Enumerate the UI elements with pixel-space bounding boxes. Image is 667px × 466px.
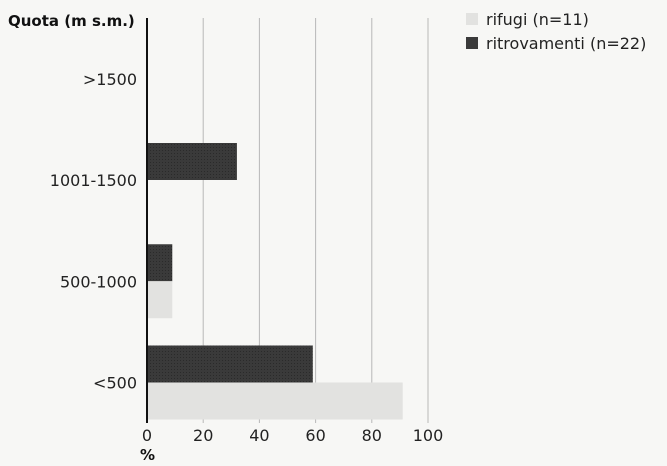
legend-label: rifugi (n=11) (486, 10, 589, 29)
x-axis-title: % (140, 446, 155, 464)
legend-swatch (466, 13, 478, 25)
category-labels: >1500 1001-1500 500-1000 <500 (50, 70, 137, 393)
bars (148, 143, 403, 420)
category-label: >1500 (83, 70, 137, 89)
category-label: <500 (93, 374, 137, 393)
category-label: 1001-1500 (50, 171, 137, 190)
x-tick-label: 80 (362, 426, 382, 445)
x-tick-label: 100 (413, 426, 444, 445)
bar-ritrovamenti (148, 244, 173, 282)
x-tick-label: 60 (305, 426, 325, 445)
legend-swatch (466, 37, 478, 49)
legend: rifugi (n=11) ritrovamenti (n=22) (466, 10, 646, 53)
bar-ritrovamenti (148, 345, 313, 383)
y-axis-title: Quota (m s.m.) (8, 12, 135, 30)
x-tick-label: 40 (249, 426, 269, 445)
bar-rifugi (148, 281, 173, 319)
x-tick-label: 0 (142, 426, 152, 445)
x-tick-label: 20 (193, 426, 213, 445)
bar-rifugi (148, 382, 403, 420)
legend-label: ritrovamenti (n=22) (486, 34, 646, 53)
x-tick-labels: 0 20 40 60 80 100 (142, 426, 443, 445)
bar-ritrovamenti (148, 143, 237, 180)
category-label: 500-1000 (60, 272, 137, 291)
